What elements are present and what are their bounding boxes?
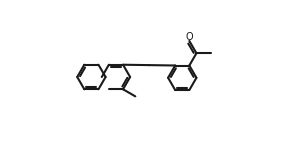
Text: O: O <box>185 32 193 42</box>
